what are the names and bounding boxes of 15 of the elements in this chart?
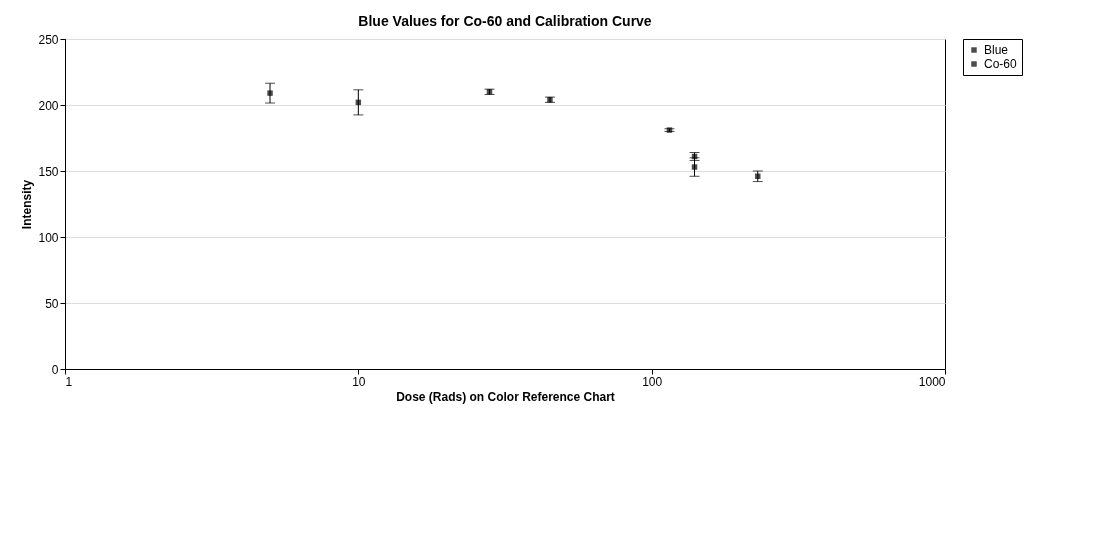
y-axis-title: Intensity	[20, 179, 35, 230]
x-tick-label: 10	[352, 374, 366, 389]
y-tick-label: 100	[38, 230, 59, 245]
legend-label: Co-60	[984, 57, 1018, 71]
y-tick-label: 150	[38, 164, 59, 179]
legend-label: Blue	[984, 43, 1009, 57]
x-axis-title: Dose (Rads) on Color Reference Chart	[396, 389, 615, 404]
y-tick-label: 200	[38, 98, 59, 113]
y-tick-label: 50	[45, 296, 59, 311]
chart-title: Blue Values for Co-60 and Calibration Curve	[358, 13, 652, 29]
x-tick-label: 1	[65, 374, 73, 389]
x-tick-label: 1000	[918, 374, 946, 389]
y-tick-label: 250	[38, 32, 59, 47]
y-tick-label: 0	[51, 362, 59, 377]
x-tick-label: 100	[642, 374, 663, 389]
